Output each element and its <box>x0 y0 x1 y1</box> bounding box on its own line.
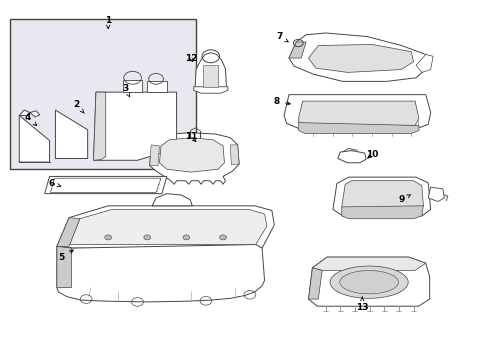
Polygon shape <box>342 206 423 219</box>
Polygon shape <box>299 101 419 126</box>
Polygon shape <box>150 133 239 184</box>
Polygon shape <box>338 150 366 163</box>
Polygon shape <box>94 92 106 160</box>
Text: 9: 9 <box>398 195 410 204</box>
Circle shape <box>144 235 151 240</box>
Text: 10: 10 <box>366 150 378 159</box>
Polygon shape <box>309 268 322 299</box>
Polygon shape <box>45 176 167 194</box>
Text: 7: 7 <box>276 32 288 42</box>
Polygon shape <box>55 110 88 158</box>
Polygon shape <box>57 206 274 248</box>
Ellipse shape <box>340 271 398 294</box>
Polygon shape <box>57 244 265 302</box>
Polygon shape <box>309 257 430 306</box>
Polygon shape <box>230 145 239 165</box>
Text: 2: 2 <box>74 100 84 113</box>
Polygon shape <box>195 53 226 90</box>
Polygon shape <box>309 44 414 72</box>
Polygon shape <box>203 65 218 87</box>
Polygon shape <box>416 54 433 72</box>
Polygon shape <box>123 80 143 92</box>
Polygon shape <box>19 110 30 116</box>
Polygon shape <box>150 145 159 166</box>
Text: 12: 12 <box>185 54 197 63</box>
Polygon shape <box>19 116 49 162</box>
Polygon shape <box>147 81 167 92</box>
Polygon shape <box>289 42 306 58</box>
Polygon shape <box>152 194 192 206</box>
Polygon shape <box>333 177 431 216</box>
Text: 3: 3 <box>122 84 130 97</box>
Circle shape <box>220 235 226 240</box>
Polygon shape <box>159 138 224 172</box>
Polygon shape <box>342 181 423 212</box>
Polygon shape <box>299 123 419 134</box>
Polygon shape <box>428 187 444 202</box>
Polygon shape <box>313 257 426 270</box>
Text: 5: 5 <box>59 250 74 262</box>
Text: 1: 1 <box>105 16 111 28</box>
Text: 8: 8 <box>273 96 290 105</box>
Text: 6: 6 <box>49 179 61 188</box>
Ellipse shape <box>330 266 408 298</box>
Polygon shape <box>57 218 80 246</box>
Circle shape <box>105 235 112 240</box>
Polygon shape <box>284 95 431 131</box>
Polygon shape <box>194 87 228 93</box>
Circle shape <box>183 235 190 240</box>
FancyBboxPatch shape <box>10 19 196 169</box>
Text: 11: 11 <box>185 132 197 141</box>
Polygon shape <box>289 33 428 81</box>
Polygon shape <box>50 178 161 193</box>
Polygon shape <box>57 246 72 288</box>
Text: 4: 4 <box>24 113 37 126</box>
Polygon shape <box>30 111 40 117</box>
Polygon shape <box>94 92 176 160</box>
Polygon shape <box>69 210 267 244</box>
Text: 13: 13 <box>356 297 368 312</box>
